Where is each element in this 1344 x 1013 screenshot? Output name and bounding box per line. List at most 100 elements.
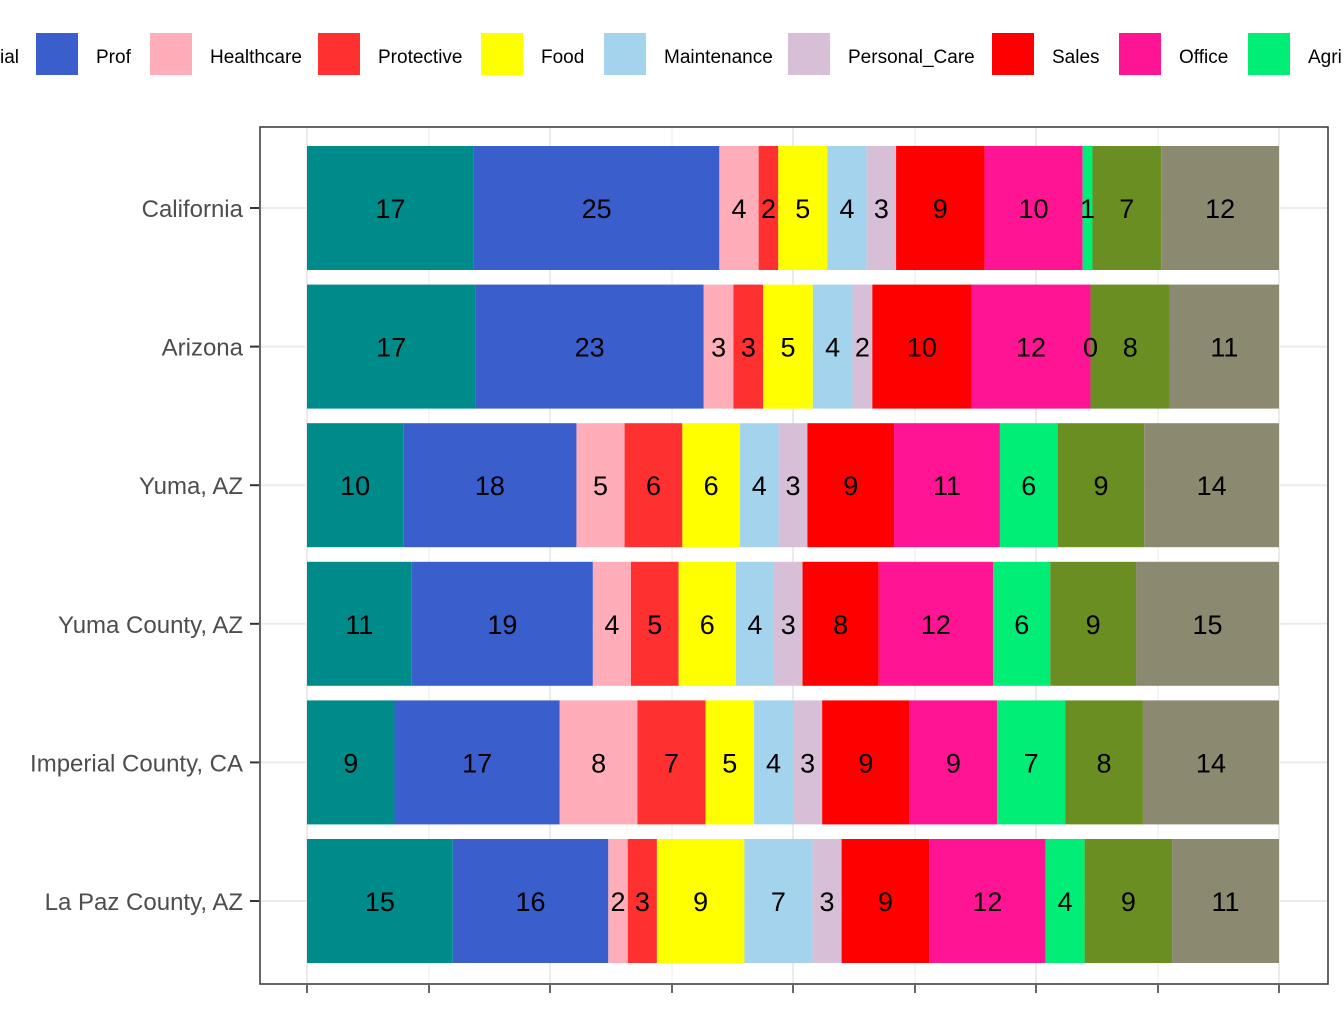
data-label: 4 (1058, 887, 1073, 917)
data-label: 6 (700, 610, 715, 640)
data-label: 9 (1093, 471, 1108, 501)
data-label: 9 (1086, 610, 1101, 640)
data-label: 9 (1121, 887, 1136, 917)
bar-segment-arizona-sales (872, 284, 972, 409)
bar-segment-yuma-county-az-agriculture (993, 561, 1051, 686)
data-label: 1 (1080, 194, 1095, 224)
bar-segment-yuma-az-healthcare (576, 423, 625, 548)
data-label: 14 (1197, 471, 1227, 501)
bar-segment-imperial-county-ca-prof (394, 700, 560, 825)
y-tick-label: Yuma, AZ (139, 473, 243, 500)
data-label: 25 (582, 194, 612, 224)
bar-segment-la-paz-county-az-transportation (1172, 839, 1279, 963)
data-label: 2 (855, 333, 870, 363)
bar-segment-la-paz-county-az-protective (627, 839, 657, 963)
legend-key-maintenance (604, 33, 646, 75)
legend-label: Protective (378, 47, 462, 68)
legend-label: Maintenance (664, 47, 773, 68)
bar-segment-yuma-az-agriculture (999, 423, 1058, 548)
data-label: 4 (825, 333, 840, 363)
data-label: 4 (747, 610, 762, 640)
legend-key-healthcare (150, 33, 192, 75)
data-label: 4 (839, 194, 854, 224)
bar-segment-arizona-managerial (307, 284, 476, 409)
bar-segment-la-paz-county-az-office (929, 839, 1046, 963)
bar-segment-la-paz-county-az-food (656, 839, 745, 963)
bar-segment-arizona-construction (1090, 284, 1170, 409)
data-label: 12 (1016, 333, 1046, 363)
data-label: 3 (711, 333, 726, 363)
bar-segment-la-paz-county-az-managerial (307, 839, 453, 963)
bar-segment-california-transportation (1161, 146, 1279, 270)
data-label: 12 (1205, 194, 1235, 224)
bar-segment-yuma-az-construction (1057, 423, 1145, 548)
data-label: 3 (741, 333, 756, 363)
legend-key-office (1119, 33, 1161, 75)
data-label: 17 (376, 333, 406, 363)
y-tick-label: La Paz County, AZ (45, 889, 243, 916)
bar-segment-yuma-county-az-personal-care (773, 561, 803, 686)
data-label: 3 (635, 887, 650, 917)
legend-key-personal-care (788, 33, 830, 75)
data-label: 3 (785, 471, 800, 501)
y-tick-label: Yuma County, AZ (58, 612, 243, 639)
data-label: 6 (1014, 610, 1029, 640)
data-label: 4 (766, 748, 781, 778)
data-label: 0 (1083, 333, 1098, 363)
data-label: 5 (722, 748, 737, 778)
data-label: 4 (731, 194, 746, 224)
legend-label: Personal_Care (848, 47, 975, 68)
bar-segment-imperial-county-ca-healthcare (559, 700, 638, 825)
data-label: 5 (647, 610, 662, 640)
bar-segment-imperial-county-ca-office (909, 700, 998, 825)
bar-segment-yuma-county-az-transportation (1136, 561, 1279, 686)
data-label: 15 (1193, 610, 1223, 640)
data-label: 11 (933, 471, 961, 501)
legend-key-agriculture (1248, 33, 1290, 75)
data-label: 8 (1097, 748, 1112, 778)
data-label: 14 (1196, 748, 1226, 778)
data-label: 6 (704, 471, 719, 501)
bar-segment-arizona-protective (733, 284, 764, 409)
data-label: 12 (921, 610, 951, 640)
data-label: 9 (946, 748, 961, 778)
bar-segment-la-paz-county-az-prof (452, 839, 609, 963)
data-label: 9 (693, 887, 708, 917)
bar-segment-california-healthcare (719, 146, 759, 270)
bar-segment-imperial-county-ca-transportation (1142, 700, 1279, 825)
bar-segment-yuma-az-food (682, 423, 741, 548)
data-label: 4 (604, 610, 619, 640)
bar-segment-yuma-county-az-protective (631, 561, 679, 686)
bar-segment-yuma-az-managerial (307, 423, 404, 548)
bar-segment-california-maintenance (827, 146, 867, 270)
data-label: 2 (761, 194, 776, 224)
bar-segment-yuma-county-az-office (878, 561, 994, 686)
bar-segment-california-personal-care (866, 146, 897, 270)
data-label: 9 (878, 887, 893, 917)
data-label: 9 (343, 748, 358, 778)
bar-segment-la-paz-county-az-personal-care (812, 839, 842, 963)
data-label: 8 (591, 748, 606, 778)
bar-segment-yuma-county-az-healthcare (592, 561, 631, 686)
bar-segment-imperial-county-ca-managerial (307, 700, 395, 825)
bar-segment-yuma-az-sales (807, 423, 895, 548)
data-label: 7 (1024, 748, 1039, 778)
bar-segment-california-office (984, 146, 1083, 270)
data-label: 18 (475, 471, 505, 501)
bar-segment-arizona-food (763, 284, 813, 409)
legend-label: Sales (1052, 47, 1100, 68)
legend-label: Office (1179, 47, 1228, 68)
data-label: 8 (1123, 333, 1138, 363)
bar-segment-california-agriculture (1082, 146, 1093, 270)
bar-segment-imperial-county-ca-agriculture (997, 700, 1066, 825)
bar-segment-california-managerial (307, 146, 474, 270)
bar-segment-arizona-office (971, 284, 1091, 409)
bars (307, 146, 1279, 963)
legend-label: Prof (96, 47, 132, 68)
legend: ial Prof Healthcare Protective Food Maintenan… (0, 33, 1342, 75)
legend-key-sales (992, 33, 1034, 75)
bar-segment-yuma-az-transportation (1144, 423, 1279, 548)
data-label: 7 (771, 887, 786, 917)
